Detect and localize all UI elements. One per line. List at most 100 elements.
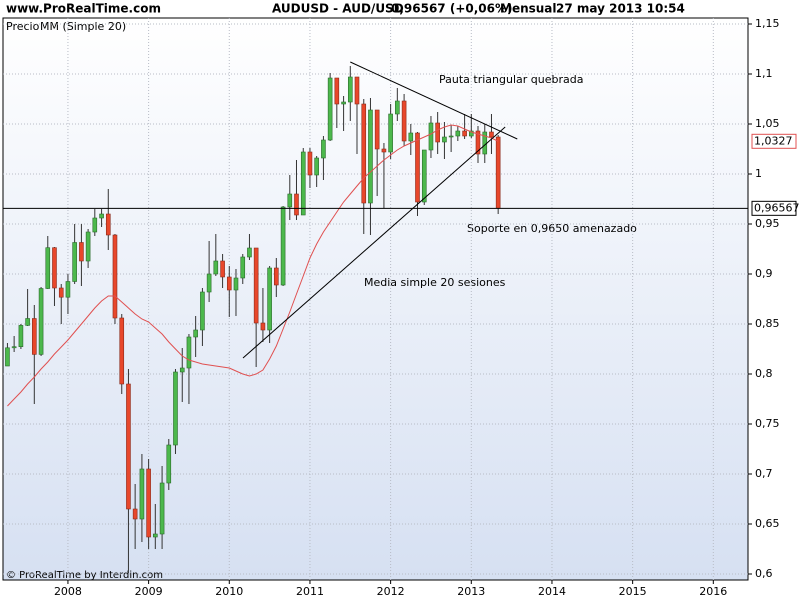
candle-body [321, 139, 326, 159]
candle-body [159, 482, 165, 535]
candle-body [468, 130, 474, 137]
candle-body [193, 329, 198, 338]
candle-body [388, 113, 393, 153]
candle-body [334, 77, 340, 105]
candle-body [415, 132, 420, 203]
x-tick-label: 2009 [135, 585, 163, 598]
y-tick-label: 1,15 [755, 17, 780, 30]
trend-line [350, 61, 518, 140]
y-tick-label: 1,05 [755, 117, 780, 130]
candle-body [45, 247, 51, 289]
candle-body [126, 383, 131, 510]
candle-body [341, 101, 346, 105]
candle-body [247, 247, 252, 258]
candle-body [361, 103, 367, 204]
candle-body [287, 193, 293, 208]
price-tag-box [751, 200, 797, 216]
trend-line [242, 126, 506, 359]
candle-body [213, 260, 219, 275]
candle-body [374, 109, 380, 150]
candle-body [132, 508, 138, 520]
y-tick-label: 0,8 [755, 367, 773, 380]
candle-body [267, 267, 272, 331]
candle-body [146, 468, 151, 538]
candle-body [395, 100, 400, 115]
candle-body [200, 291, 205, 331]
timestamp: 27 may 2013 10:54 [556, 2, 685, 16]
y-tick-label: 0,85 [755, 317, 780, 330]
candle-body [274, 267, 279, 286]
legend-entry: MM (Simple 20) [40, 20, 126, 33]
candle-body [421, 149, 427, 203]
candle-body [253, 247, 259, 324]
candle-body [52, 247, 57, 289]
candle-body [18, 325, 24, 347]
candle-body [153, 533, 158, 538]
x-tick-label: 2014 [538, 585, 566, 598]
y-tick-label: 1 [755, 167, 762, 180]
candle-body [280, 206, 286, 286]
candle-body [408, 132, 414, 142]
candle-body [226, 276, 232, 291]
candle-body [455, 130, 461, 137]
candle-body [442, 136, 447, 143]
x-tick-label: 2013 [457, 585, 485, 598]
candle-body [206, 273, 212, 293]
y-tick-label: 0,65 [755, 517, 780, 530]
candle-body [173, 371, 178, 446]
legend-price: Precio [6, 20, 40, 33]
x-tick-label: 2008 [54, 585, 82, 598]
candle-body [489, 131, 494, 138]
candle-body [495, 136, 501, 209]
candle-body [179, 367, 185, 373]
ma-tag-box [751, 133, 797, 149]
y-tick-label: 0,75 [755, 417, 780, 430]
candle-body [38, 288, 44, 355]
y-tick-label: 0,9 [755, 267, 773, 280]
candle-body [85, 231, 91, 262]
candle-body [72, 242, 77, 282]
candle-body [32, 318, 37, 355]
y-tick-label: 0,7 [755, 467, 773, 480]
candle-body [79, 242, 84, 262]
candle-body [435, 122, 440, 143]
period: Mensual [500, 2, 557, 16]
candle-body [139, 468, 145, 520]
candle-body [354, 76, 360, 105]
candle-body [5, 347, 10, 367]
candle-body [462, 130, 467, 137]
y-tick-label: 1,1 [755, 67, 773, 80]
quote: 0,96567 (+0,06%) [391, 2, 513, 16]
candle-body [401, 100, 407, 142]
annotation: Media simple 20 sesiones [364, 276, 506, 289]
y-tick-label: 0,95 [755, 217, 780, 230]
candle-body [475, 130, 481, 155]
x-tick-label: 2015 [619, 585, 647, 598]
candle-body [186, 336, 192, 369]
x-tick-label: 2012 [377, 585, 405, 598]
candle-body [92, 217, 98, 233]
y-tick-label: 0,6 [755, 567, 773, 580]
candle-body [381, 148, 387, 153]
candle-body [220, 260, 225, 278]
ma-line [7, 124, 499, 407]
candle-body [240, 256, 246, 279]
candle-body [428, 122, 434, 151]
candle-body [368, 109, 373, 204]
candle-body [347, 76, 353, 103]
x-tick-label: 2010 [215, 585, 243, 598]
x-tick-label: 2016 [699, 585, 727, 598]
candle-body [327, 77, 333, 141]
candle-body [166, 444, 172, 484]
candle-body [294, 193, 299, 216]
x-tick-label: 2011 [296, 585, 324, 598]
candle-body [233, 277, 239, 291]
candle-body [119, 317, 125, 385]
candle-body [25, 318, 30, 326]
candle-body [448, 135, 454, 138]
candle-body [260, 322, 266, 331]
candle-body [314, 157, 319, 176]
chart-title: AUDUSD - AUD/USD [272, 2, 404, 16]
candle-body [58, 287, 64, 298]
candle-body [11, 346, 17, 349]
